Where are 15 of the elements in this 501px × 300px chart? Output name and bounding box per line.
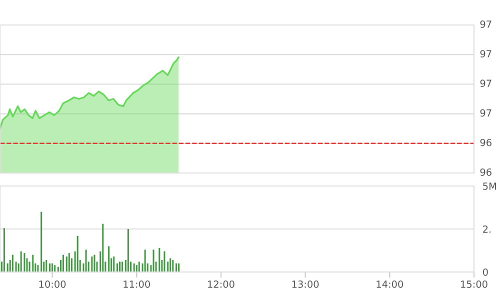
text: 96	[480, 168, 492, 176]
x-tick-label: 10:00	[39, 280, 66, 288]
x-tick-label: 14:00	[376, 280, 404, 288]
x-tick-label: 15:00	[461, 280, 488, 288]
text: 97	[480, 50, 492, 58]
x-tick-label: 11:00	[124, 280, 150, 288]
text: 97	[480, 20, 492, 28]
y-tick-label: 5M	[483, 182, 496, 190]
text: 96	[480, 138, 492, 146]
text: 97	[480, 109, 492, 117]
text: 97	[480, 80, 492, 88]
y-tick-label: 0	[482, 268, 488, 276]
y-tick-label: 2.	[483, 225, 491, 233]
x-tick-label: 12:00	[208, 280, 234, 288]
x-tick-label: 13:00	[292, 280, 319, 288]
